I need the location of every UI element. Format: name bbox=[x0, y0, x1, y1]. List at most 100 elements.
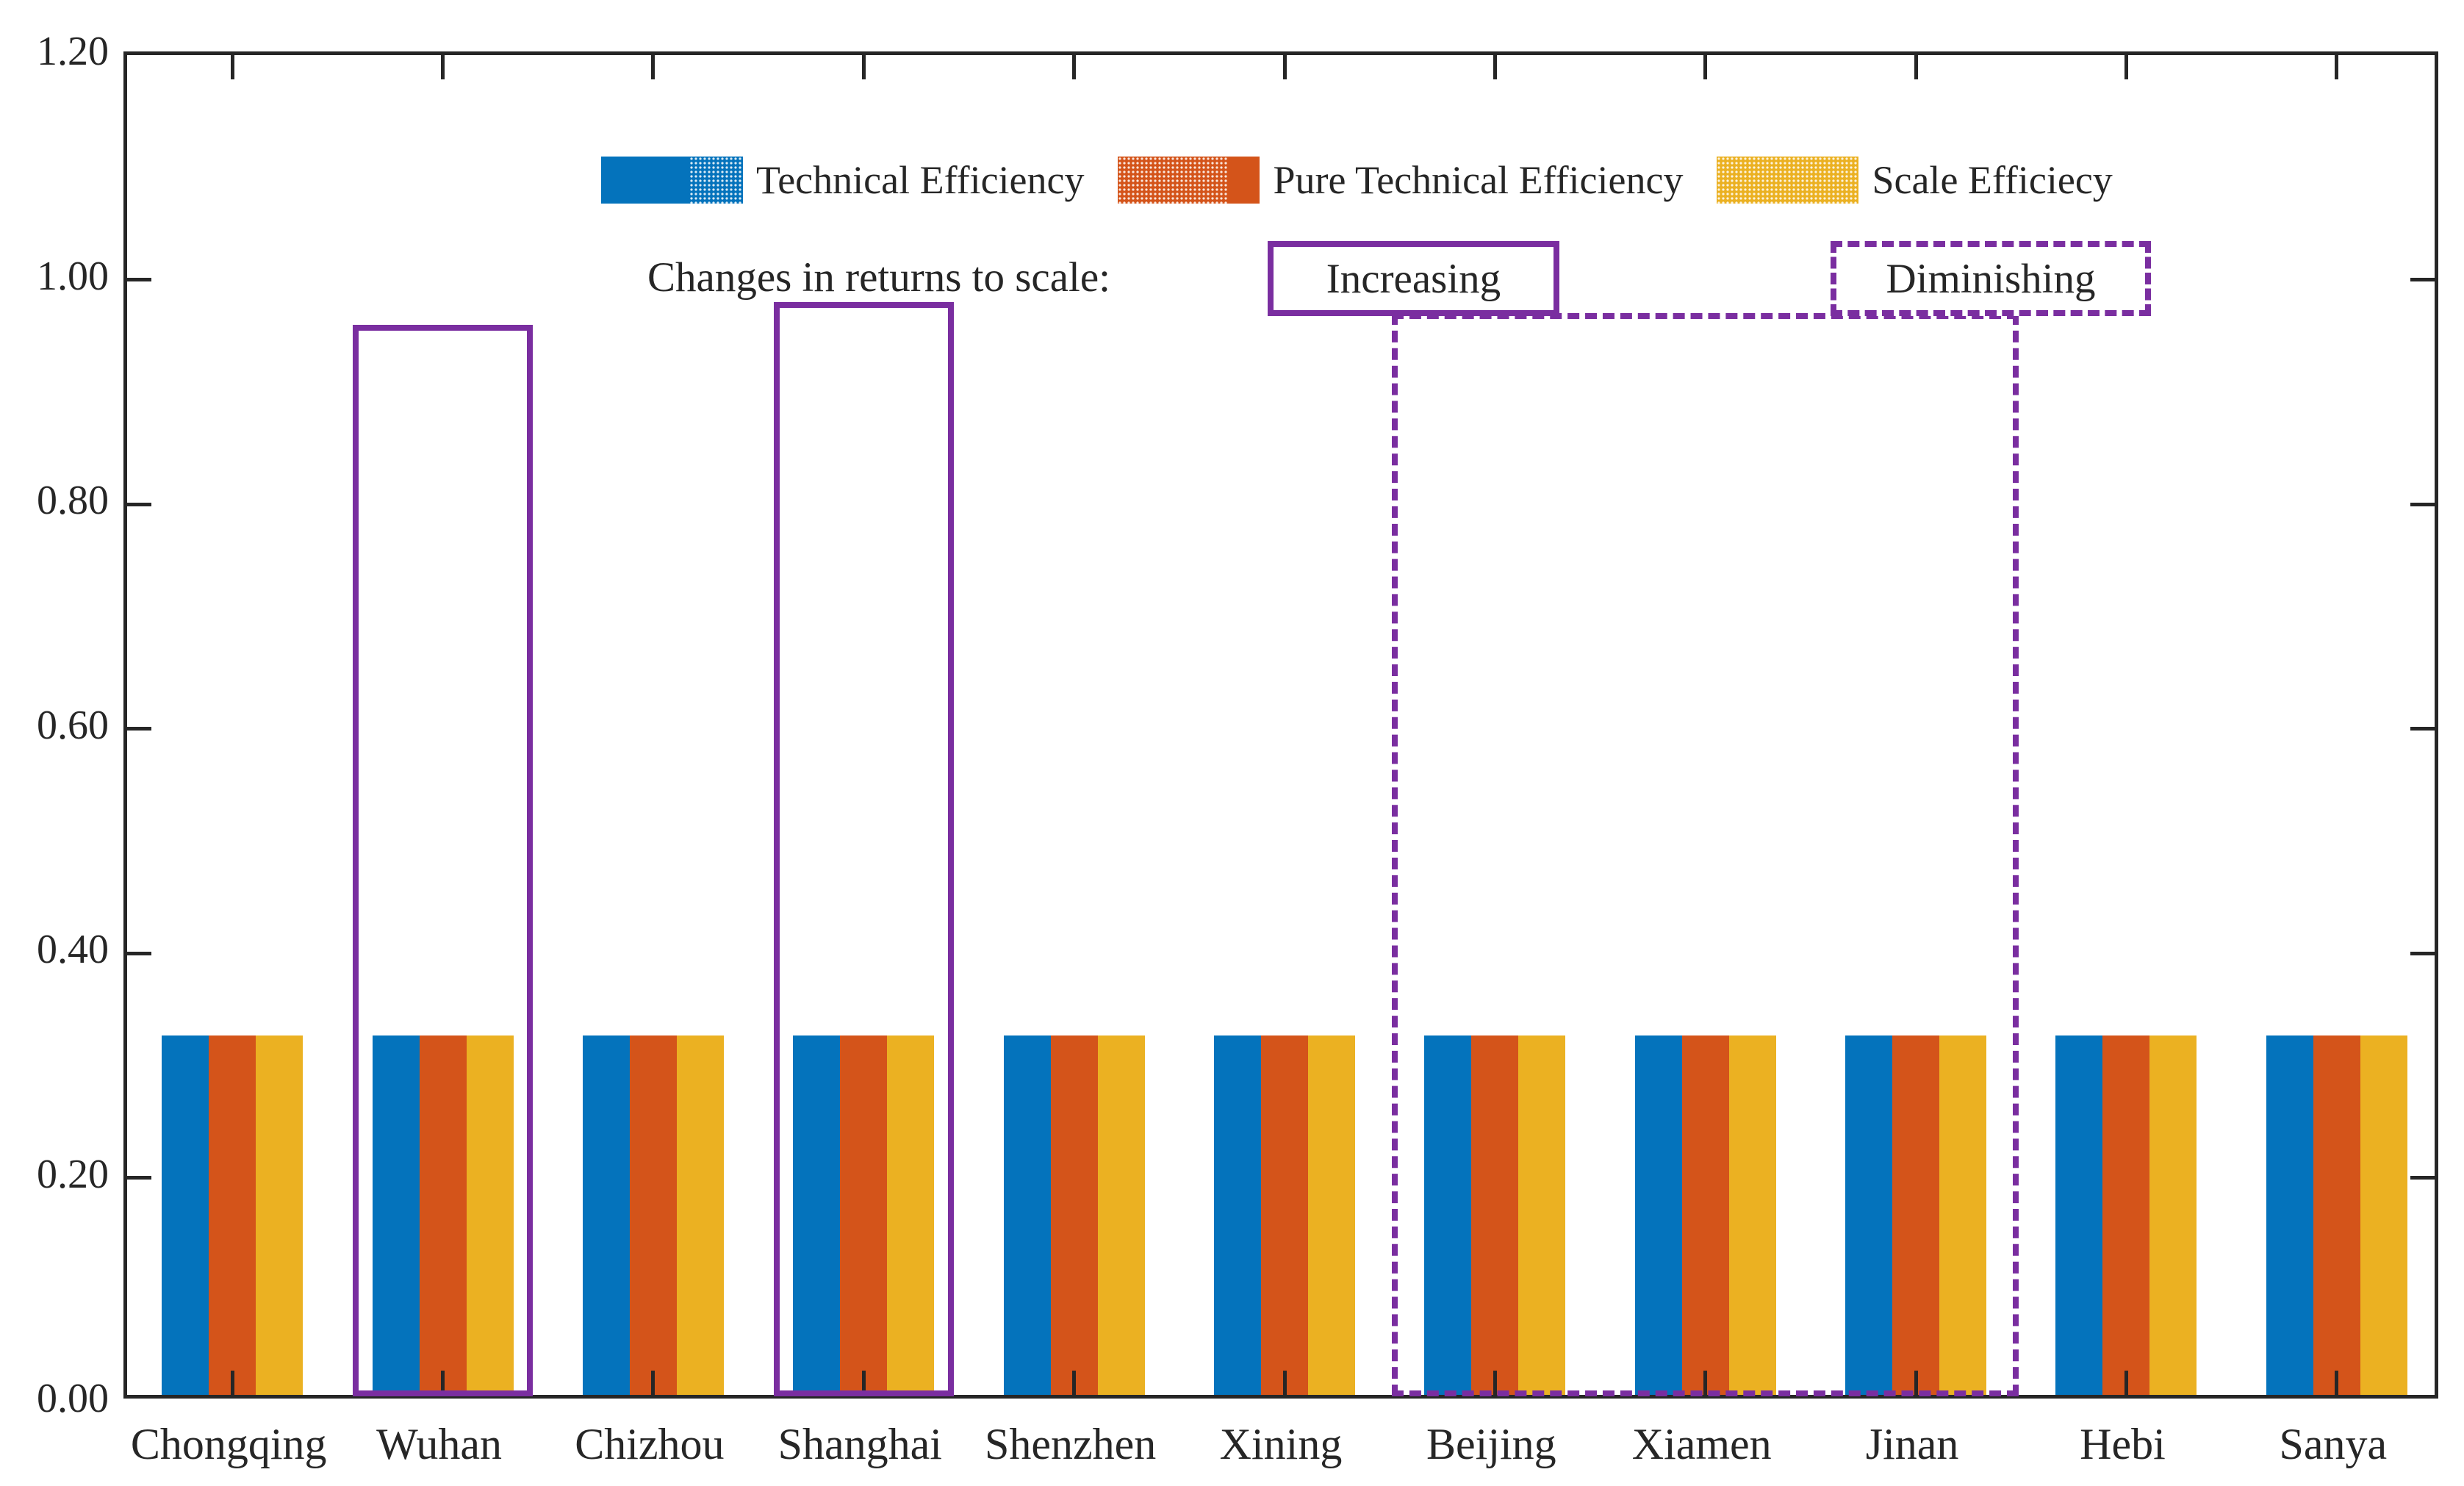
legend-label-scale-efficiency: Scale Efficiecy bbox=[1872, 158, 2113, 202]
bar-pure-technical-efficiency-shanghai bbox=[840, 1035, 888, 1395]
x-tick-mark bbox=[1493, 55, 1497, 79]
bar-technical-efficiency-shenzhen bbox=[1003, 1035, 1051, 1395]
x-tick-mark bbox=[2124, 55, 2128, 79]
y-tick-mark bbox=[2410, 1176, 2435, 1180]
diminishing-legend-box: Diminishing bbox=[1831, 241, 2151, 316]
y-tick-mark bbox=[2410, 951, 2435, 955]
bar-scale-efficiecy-xining bbox=[1308, 1035, 1355, 1395]
x-tick-label: Wuhan bbox=[376, 1420, 502, 1468]
bar-pure-technical-efficiency-wuhan bbox=[419, 1035, 467, 1395]
legend-swatch-scale-efficiency bbox=[1717, 157, 1859, 204]
x-tick-label: Chizhou bbox=[575, 1420, 725, 1468]
x-tick-mark bbox=[441, 1371, 445, 1395]
y-tick-mark bbox=[127, 502, 151, 506]
x-tick-mark bbox=[651, 55, 655, 79]
bar-scale-efficiecy-jinan bbox=[1939, 1035, 1987, 1395]
bar-technical-efficiency-sanya bbox=[2266, 1035, 2313, 1395]
y-tick-label: 1.20 bbox=[37, 29, 109, 74]
x-tick-label: Xining bbox=[1219, 1420, 1343, 1468]
bar-pure-technical-efficiency-xining bbox=[1261, 1035, 1308, 1395]
x-tick-mark bbox=[861, 1371, 866, 1395]
increasing-legend-box: Increasing bbox=[1268, 241, 1559, 316]
bar-scale-efficiecy-beijing bbox=[1518, 1035, 1566, 1395]
bar-pure-technical-efficiency-sanya bbox=[2313, 1035, 2360, 1395]
bar-scale-efficiecy-sanya bbox=[2360, 1035, 2407, 1395]
bar-scale-efficiecy-hebi bbox=[2149, 1035, 2197, 1395]
bar-scale-efficiecy-shenzhen bbox=[1097, 1035, 1145, 1395]
y-tick-label: 0.60 bbox=[37, 702, 109, 748]
x-tick-label: Sanya bbox=[2279, 1420, 2388, 1468]
plot-area: Technical Efficiency Pure Technical Effi… bbox=[123, 51, 2438, 1399]
bar-technical-efficiency-chizhou bbox=[582, 1035, 630, 1395]
x-tick-mark bbox=[1914, 1371, 1918, 1395]
bar-pure-technical-efficiency-xiamen bbox=[1681, 1035, 1729, 1395]
y-tick-mark bbox=[127, 278, 151, 281]
bar-pure-technical-efficiency-beijing bbox=[1471, 1035, 1519, 1395]
y-tick-mark bbox=[2410, 502, 2435, 506]
bar-technical-efficiency-jinan bbox=[1845, 1035, 1893, 1395]
legend-label-pure-technical-efficiency: Pure Technical Efficiency bbox=[1273, 158, 1684, 202]
bar-pure-technical-efficiency-hebi bbox=[2102, 1035, 2150, 1395]
x-tick-mark bbox=[1703, 55, 1708, 79]
bar-scale-efficiecy-chizhou bbox=[676, 1035, 724, 1395]
returns-box-solid-wuhan bbox=[353, 324, 534, 1397]
returns-box-solid-shanghai bbox=[773, 302, 954, 1397]
bar-technical-efficiency-xiamen bbox=[1634, 1035, 1682, 1395]
x-tick-mark bbox=[1072, 1371, 1077, 1395]
y-tick-mark bbox=[2410, 727, 2435, 731]
x-tick-label: Shanghai bbox=[777, 1420, 942, 1468]
returns-to-scale-label: Changes in returns to scale: bbox=[647, 254, 1111, 301]
bar-scale-efficiecy-chongqing bbox=[256, 1035, 303, 1395]
x-tick-mark bbox=[1282, 1371, 1287, 1395]
legend-label-technical-efficiency: Technical Efficiency bbox=[756, 158, 1085, 202]
x-tick-label: Beijing bbox=[1426, 1420, 1556, 1468]
x-tick-mark bbox=[2335, 1371, 2339, 1395]
x-tick-mark bbox=[861, 55, 866, 79]
y-tick-label: 0.20 bbox=[37, 1151, 109, 1197]
legend-swatch-pure-technical-efficiency bbox=[1118, 157, 1260, 204]
x-tick-mark bbox=[651, 1371, 655, 1395]
x-tick-mark bbox=[230, 1371, 234, 1395]
y-tick-label: 0.00 bbox=[37, 1376, 109, 1421]
bar-technical-efficiency-xining bbox=[1214, 1035, 1261, 1395]
y-tick-label: 1.00 bbox=[37, 253, 109, 299]
x-tick-mark bbox=[1703, 1371, 1708, 1395]
bar-scale-efficiecy-xiamen bbox=[1728, 1035, 1776, 1395]
legend-swatch-technical-efficiency bbox=[601, 157, 743, 204]
bar-technical-efficiency-chongqing bbox=[162, 1035, 209, 1395]
x-tick-mark bbox=[441, 55, 445, 79]
y-tick-mark bbox=[127, 1176, 151, 1180]
legend-item-scale-efficiency: Scale Efficiecy bbox=[1717, 157, 2113, 204]
x-tick-mark bbox=[2124, 1371, 2128, 1395]
y-tick-label: 0.40 bbox=[37, 927, 109, 972]
y-tick-mark bbox=[2410, 278, 2435, 281]
x-tick-label: Shenzhen bbox=[984, 1420, 1157, 1468]
bar-scale-efficiecy-shanghai bbox=[887, 1035, 935, 1395]
bar-pure-technical-efficiency-shenzhen bbox=[1050, 1035, 1098, 1395]
x-tick-label: Chongqing bbox=[130, 1420, 327, 1468]
x-tick-mark bbox=[1282, 55, 1287, 79]
y-tick-mark bbox=[127, 951, 151, 955]
x-tick-mark bbox=[230, 55, 234, 79]
bar-technical-efficiency-beijing bbox=[1424, 1035, 1472, 1395]
legend: Technical Efficiency Pure Technical Effi… bbox=[601, 157, 2113, 204]
y-tick-label: 0.80 bbox=[37, 478, 109, 523]
x-tick-label: Jinan bbox=[1865, 1420, 1959, 1468]
bar-scale-efficiecy-wuhan bbox=[466, 1035, 514, 1395]
x-tick-label: Hebi bbox=[2080, 1420, 2166, 1468]
bar-technical-efficiency-hebi bbox=[2055, 1035, 2103, 1395]
y-tick-mark bbox=[127, 727, 151, 731]
legend-item-technical-efficiency: Technical Efficiency bbox=[601, 157, 1084, 204]
x-tick-label: Xiamen bbox=[1631, 1420, 1772, 1468]
returns-box-dashed-beijing-xiamen-jinan bbox=[1392, 313, 2019, 1397]
x-tick-mark bbox=[1914, 55, 1918, 79]
x-tick-mark bbox=[2335, 55, 2339, 79]
bar-pure-technical-efficiency-chongqing bbox=[209, 1035, 256, 1395]
bar-technical-efficiency-wuhan bbox=[372, 1035, 420, 1395]
x-tick-mark bbox=[1493, 1371, 1497, 1395]
x-tick-mark bbox=[1072, 55, 1077, 79]
bar-pure-technical-efficiency-jinan bbox=[1892, 1035, 1940, 1395]
bar-technical-efficiency-shanghai bbox=[793, 1035, 841, 1395]
bar-pure-technical-efficiency-chizhou bbox=[629, 1035, 677, 1395]
